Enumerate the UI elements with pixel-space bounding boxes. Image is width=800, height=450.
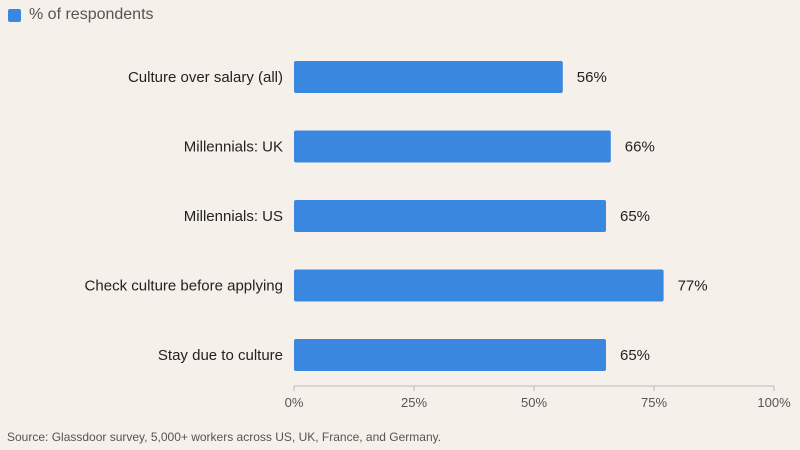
- x-tick-label: 50%: [521, 395, 547, 410]
- source-note: Source: Glassdoor survey, 5,000+ workers…: [7, 430, 442, 444]
- bar: [294, 61, 563, 93]
- category-label: Stay due to culture: [158, 347, 283, 364]
- category-label: Millennials: US: [184, 208, 283, 225]
- legend-label: % of respondents: [29, 6, 154, 23]
- chart-legend: % of respondents: [8, 6, 154, 24]
- bar: [294, 130, 611, 163]
- x-tick-label: 75%: [641, 395, 667, 410]
- category-label: Millennials: UK: [184, 139, 283, 156]
- data-label: 77%: [678, 278, 708, 295]
- x-tick-label: 0%: [285, 395, 304, 410]
- category-label: Culture over salary (all): [128, 69, 283, 86]
- data-label: 56%: [577, 69, 607, 86]
- legend-swatch: [8, 8, 21, 22]
- bar: [294, 339, 606, 371]
- data-label: 65%: [620, 347, 650, 364]
- data-label: 66%: [625, 139, 655, 156]
- data-label: 65%: [620, 208, 650, 225]
- category-label: Check culture before applying: [85, 278, 283, 295]
- x-tick-label: 25%: [401, 395, 427, 410]
- bar: [294, 200, 606, 232]
- bar: [294, 269, 664, 302]
- x-tick-label: 100%: [757, 395, 791, 410]
